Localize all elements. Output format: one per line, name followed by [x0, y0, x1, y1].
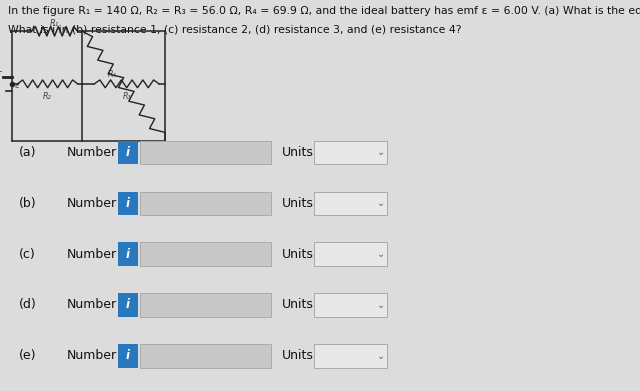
- Text: i: i: [126, 197, 130, 210]
- Text: Number: Number: [67, 146, 117, 159]
- FancyBboxPatch shape: [140, 293, 271, 317]
- Text: Units: Units: [282, 298, 314, 312]
- Text: Number: Number: [67, 248, 117, 261]
- Text: ⌄: ⌄: [377, 249, 385, 259]
- FancyBboxPatch shape: [140, 141, 271, 164]
- Text: i: i: [126, 248, 130, 261]
- Text: ⌄: ⌄: [377, 300, 385, 310]
- Text: i: i: [126, 146, 130, 159]
- FancyBboxPatch shape: [118, 192, 138, 215]
- Text: What is i in (b) resistance 1, (c) resistance 2, (d) resistance 3, and (e) resis: What is i in (b) resistance 1, (c) resis…: [8, 24, 461, 34]
- FancyBboxPatch shape: [314, 192, 387, 215]
- FancyBboxPatch shape: [314, 293, 387, 317]
- Text: In the figure R₁ = 140 Ω, R₂ = R₃ = 56.0 Ω, R₄ = 69.9 Ω, and the ideal battery h: In the figure R₁ = 140 Ω, R₂ = R₃ = 56.0…: [8, 6, 640, 16]
- Text: (c): (c): [19, 248, 36, 261]
- FancyBboxPatch shape: [118, 344, 138, 368]
- Text: Units: Units: [282, 197, 314, 210]
- Text: R₁: R₁: [50, 19, 59, 28]
- FancyBboxPatch shape: [118, 242, 138, 266]
- FancyBboxPatch shape: [118, 293, 138, 317]
- Text: R₂: R₂: [44, 92, 52, 101]
- Text: Number: Number: [67, 298, 117, 312]
- Text: ε: ε: [15, 81, 20, 90]
- Text: (b): (b): [19, 197, 37, 210]
- Text: Number: Number: [67, 197, 117, 210]
- Text: +: +: [0, 66, 1, 75]
- Text: i: i: [126, 349, 130, 362]
- Text: Units: Units: [282, 146, 314, 159]
- Text: (d): (d): [19, 298, 37, 312]
- FancyBboxPatch shape: [140, 344, 271, 368]
- FancyBboxPatch shape: [314, 141, 387, 164]
- Text: ⌄: ⌄: [377, 147, 385, 158]
- Text: ⌄: ⌄: [377, 351, 385, 361]
- FancyBboxPatch shape: [314, 344, 387, 368]
- Text: R₃: R₃: [122, 92, 131, 101]
- Text: i: i: [126, 298, 130, 312]
- Text: Units: Units: [282, 349, 314, 362]
- Text: (e): (e): [19, 349, 36, 362]
- Text: Units: Units: [282, 248, 314, 261]
- FancyBboxPatch shape: [140, 192, 271, 215]
- Text: (a): (a): [19, 146, 36, 159]
- Text: ⌄: ⌄: [377, 198, 385, 208]
- FancyBboxPatch shape: [314, 242, 387, 266]
- Text: R₄: R₄: [108, 70, 116, 79]
- FancyBboxPatch shape: [118, 141, 138, 164]
- Text: Number: Number: [67, 349, 117, 362]
- FancyBboxPatch shape: [140, 242, 271, 266]
